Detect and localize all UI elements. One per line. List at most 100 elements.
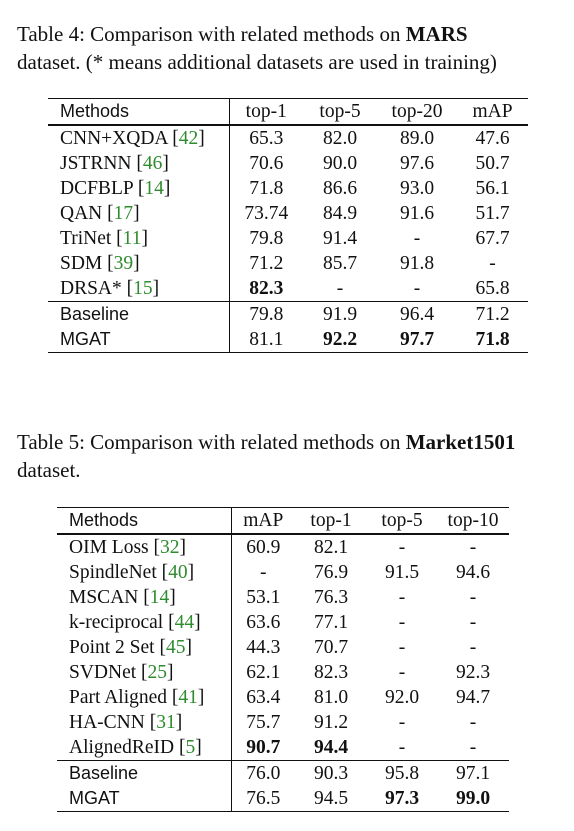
table4-method-cell: DCFBLP [14] [48,176,230,201]
table4-method-name: SDM [60,253,103,274]
table5-method-name: Baseline [69,763,139,783]
table5-method-name: Part Aligned [69,687,168,708]
table5-method-cell: k-reciprocal [44] [57,610,232,635]
table4-value-cell: 91.8 [399,253,435,274]
table5-value-cell: - [469,587,477,608]
table4-value-cell: 96.4 [377,301,457,327]
table5-caption: Table 5: Comparison with related methods… [17,428,567,484]
table4-row: DCFBLP [14] 71.8 86.6 93.0 56.1 [48,176,528,201]
table5-value-cell: 90.7 [246,737,281,758]
table5-citation: 31 [156,712,176,733]
table5-value-cell: 76.9 [313,562,349,583]
table5-value-cell: 99.0 [437,786,509,812]
table5-value-cell: 94.4 [313,737,349,758]
table5-row: HA-CNN [31] 75.7 91.2 - - [57,710,509,735]
table5-header-row: Methods mAP top-1 top-5 top-10 [57,507,509,534]
table5-row: SpindleNet [40] - 76.9 91.5 94.6 [57,560,509,585]
table5-value-cell: 90.3 [295,760,367,786]
table4: Methods top-1 top-5 top-20 mAP CNN+XQDA [42]… [48,98,528,353]
table4-row: MGAT 81.1 92.2 97.7 71.8 [48,327,528,353]
table4-citation: 46 [142,153,163,174]
table5-row: OIM Loss [32] 60.9 82.1- - [57,533,509,560]
table4-row: TriNet [11] 79.8 91.4 - 67.7 [48,226,528,251]
table4-method-cell: CNN+XQDA [42] [48,124,230,151]
table4-method-name: TriNet [60,228,112,249]
table4-row: JSTRNN [46] 70.6 90.0 97.6 50.7 [48,151,528,176]
table4-value-cell: 65.3 [229,124,303,151]
table4-value-cell: - [413,228,421,249]
table5-value-cell: 91.5 [384,562,420,583]
table4-row: DRSA* [15] 82.3 - - 65.8 [48,276,528,302]
table4-value-cell: 82.0 [303,124,377,151]
table4-value-cell: 90.0 [322,153,358,174]
table5-citation: 14 [149,587,170,608]
table5-value-cell: - [398,662,406,683]
table4-value-cell: 56.1 [475,178,510,199]
table5-row: Point 2 Set [45] 44.3 70.7 - - [57,635,509,660]
table5-value-cell: 94.6 [455,562,491,583]
table5-header-methods: Methods [57,507,232,534]
table5-value-cell: 92.0 [384,687,420,708]
table4-value-cell: 81.1 [229,327,303,353]
table5-caption-dataset: Market1501 [405,430,516,454]
table5-value-cell: - [469,612,477,633]
table4-value-cell: 91.6 [399,203,435,224]
table4-body: CNN+XQDA [42] 65.3 82.0 89.0 47.6 JSTRNN [46]… [48,124,528,353]
table5-header-col-4: top-10 [437,507,509,534]
table4-method-cell: Baseline [48,301,230,327]
table4-method-cell: TriNet [11] [48,226,230,251]
table4-value-cell: - [336,278,344,299]
table5-row: MSCAN [14] 53.1 76.3 - - [57,585,509,610]
table5-citation: 32 [160,537,180,558]
table5: Methods mAP top-1 top-5 top-10 OIM Loss [32]… [57,507,509,812]
table4-citation: 11 [122,228,142,249]
table5-value-cell: - [367,533,437,560]
table5-value-cell: 75.7 [246,712,281,733]
table5-body: OIM Loss [32] 60.9 82.1- - SpindleNet [40] -7… [57,533,509,812]
table5-value-cell: - [398,637,406,658]
table4-row: SDM [39] 71.2 85.7 91.8 - [48,251,528,276]
table5-value-cell: 82.1 [295,533,367,560]
table5-value-cell: - [398,712,406,733]
table5-value-cell: 91.2 [313,712,349,733]
table5-value-cell: 53.1 [246,587,281,608]
table4-value-cell: - [413,278,421,299]
table4-method-name: DCFBLP [60,178,133,199]
table4-method-name: MGAT [60,329,111,349]
table5-header-col-2: top-1 [295,507,367,534]
table4-value-cell: 79.8 [229,301,303,327]
table4-method-name: DRSA* [60,278,122,299]
table5-value-cell: 60.9 [231,533,295,560]
table5-row: Baseline 76.0 90.3 95.8 97.1 [57,760,509,786]
table5-method-name: AlignedReID [69,737,175,758]
table4-caption: Table 4: Comparison with related methods… [17,20,567,76]
table4-header-col-1: top-1 [229,98,303,125]
table4-row: Baseline 79.8 91.9 96.4 71.2 [48,301,528,327]
table4-value-cell: 89.0 [377,124,457,151]
table4-value-cell: 65.8 [475,278,510,299]
table4-method-cell: MGAT [48,327,230,353]
table5-value-cell: 63.6 [246,612,281,633]
table4-value-cell: 71.8 [249,178,284,199]
table5-method-name: SVDNet [69,662,137,683]
table5-row: Part Aligned [41] 63.4 81.0 92.0 94.7 [57,685,509,710]
table4-value-cell: 47.6 [457,124,528,151]
table4-value-cell: 50.7 [475,153,510,174]
table5-value-cell: 94.7 [455,687,491,708]
table5-header-col-1: mAP [231,507,295,534]
table5-citation: 44 [174,612,195,633]
table4-header-col-2: top-5 [303,98,377,125]
table4-value-cell: 70.6 [249,153,284,174]
table5-value-cell: 97.1 [437,760,509,786]
table5-method-cell: SVDNet [25] [57,660,232,685]
table5-value-cell: - [437,533,509,560]
table4-citation: 39 [113,253,134,274]
table4-row: CNN+XQDA [42] 65.3 82.0 89.0 47.6 [48,124,528,151]
table4-value-cell: 84.9 [322,203,358,224]
table4-row: QAN [17] 73.74 84.9 91.6 51.7 [48,201,528,226]
table4-value-cell: 73.74 [244,203,289,224]
table5-value-cell: 97.3 [367,786,437,812]
table5-method-name: Point 2 Set [69,637,155,658]
table5-method-cell: AlignedReID [5] [57,735,232,761]
table5-value-cell: 63.4 [246,687,281,708]
